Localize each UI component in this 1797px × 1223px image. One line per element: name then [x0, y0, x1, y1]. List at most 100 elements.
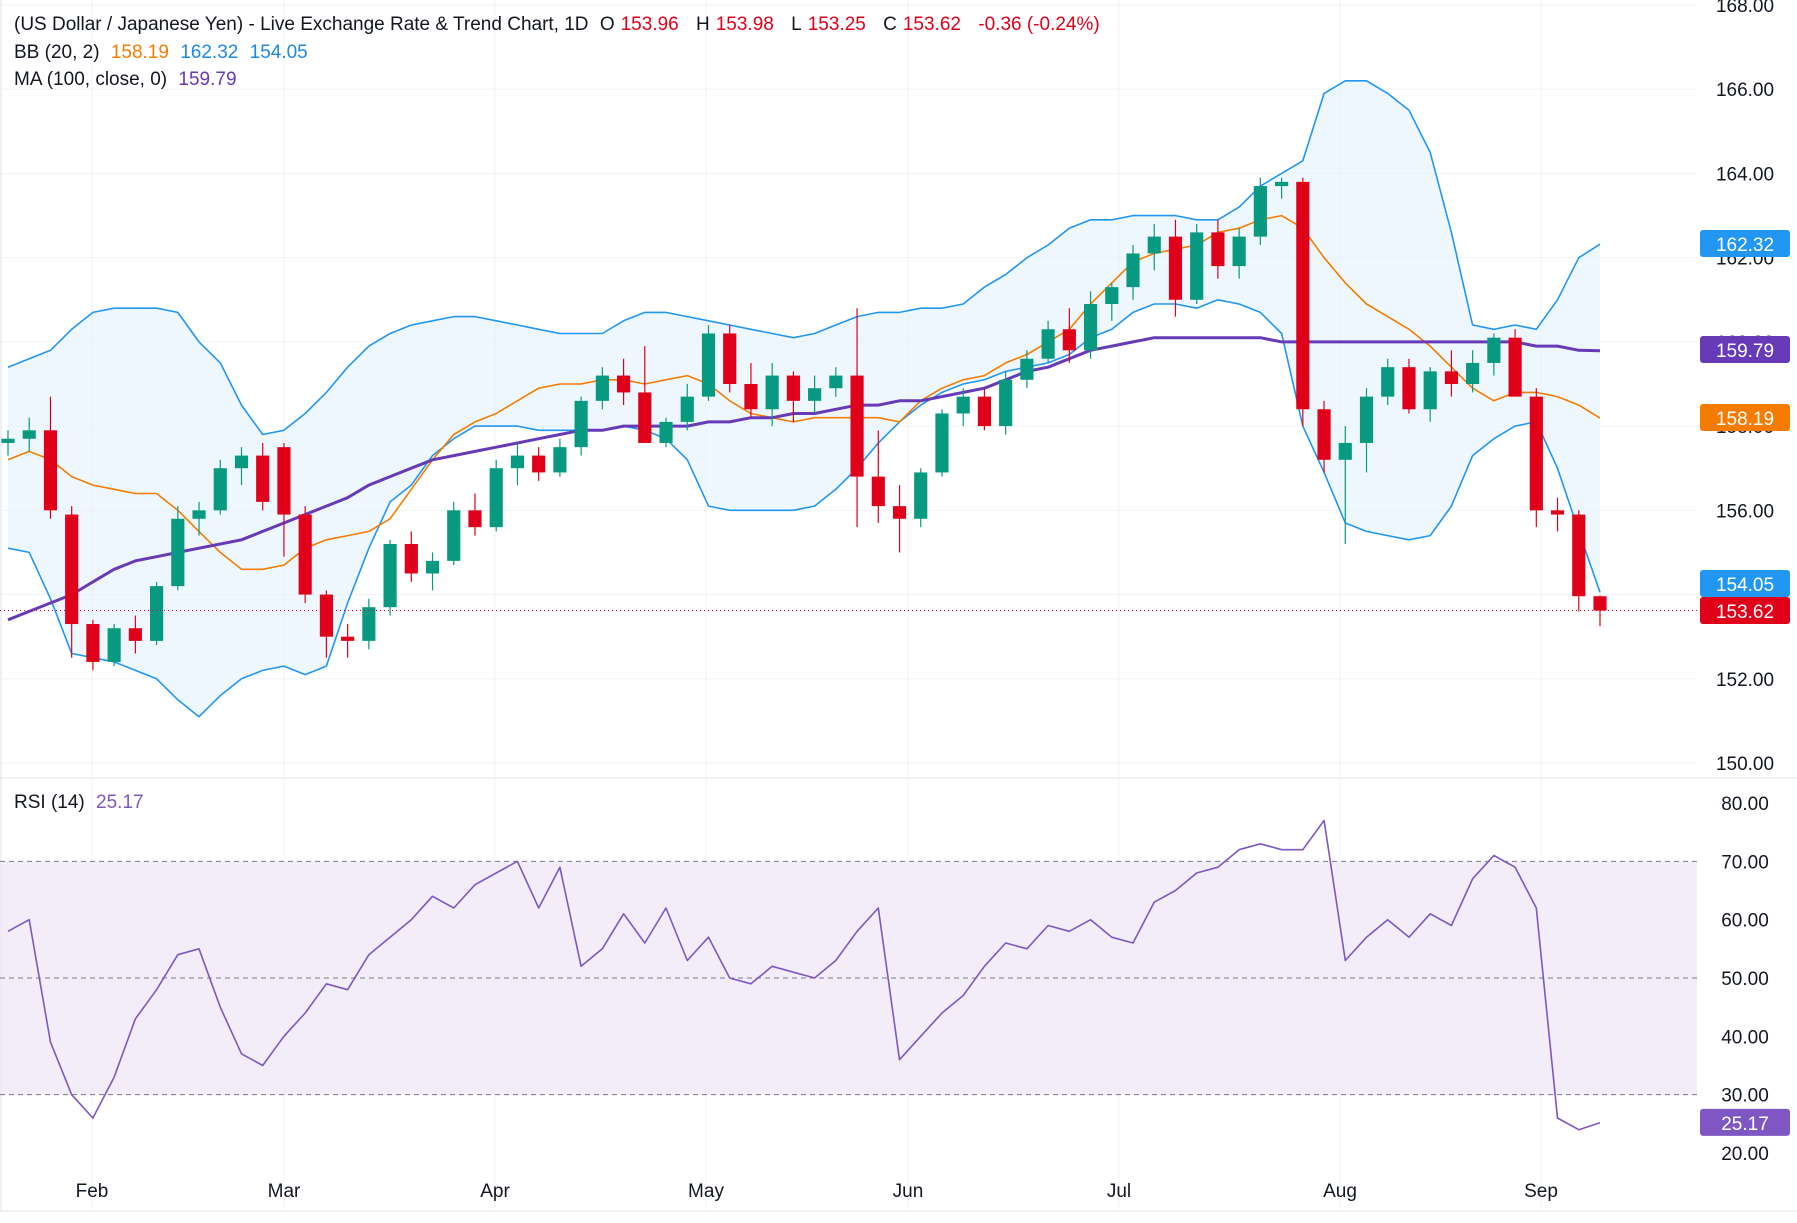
candle-body	[1593, 596, 1607, 611]
candle-body	[319, 594, 333, 637]
candle	[1423, 367, 1437, 422]
rsi-tick-label: 50.00	[1721, 969, 1769, 990]
candle-body	[447, 510, 461, 561]
candle	[319, 590, 333, 658]
candle-body	[744, 384, 758, 410]
candle-body	[892, 506, 907, 519]
candle	[1147, 223, 1161, 271]
bb-basis-value: 158.19	[110, 42, 169, 63]
rsi-label: RSI (14)	[14, 792, 85, 813]
rsi-badge	[1700, 1108, 1790, 1136]
time-tick-label: May	[688, 1181, 724, 1202]
candle	[128, 615, 142, 654]
candle-body	[128, 628, 142, 641]
price-badge	[1700, 336, 1790, 363]
candle-body	[1062, 329, 1076, 351]
rsi-legend[interactable]: RSI (14) 25.17	[14, 792, 150, 814]
rsi-value: 25.17	[96, 792, 144, 813]
rsi-axis[interactable]: 20.00 30.00 40.00 50.00 60.00 70.00 80.00	[1721, 794, 1769, 1165]
bb-legend[interactable]: BB (20, 2) 158.19 162.32 154.05	[14, 42, 314, 64]
candle	[1359, 388, 1374, 473]
candle	[489, 459, 503, 532]
candle	[1317, 400, 1331, 473]
candle	[425, 552, 440, 591]
candle	[1253, 177, 1267, 246]
candle	[1126, 245, 1140, 300]
rsi-badge-label: 25.17	[1721, 1114, 1769, 1135]
candle	[808, 375, 822, 414]
candle	[1572, 510, 1586, 612]
candle-body	[107, 628, 121, 662]
price-tick-label: 168.00	[1716, 0, 1774, 17]
candle-body	[1168, 236, 1183, 300]
candle	[680, 384, 694, 431]
candle	[956, 388, 970, 427]
candle	[935, 409, 949, 477]
candle-body	[935, 413, 949, 473]
ma-100-line	[7, 336, 1601, 622]
candle-body	[298, 514, 312, 595]
candle	[1232, 228, 1246, 279]
candle-body	[977, 396, 992, 427]
candle	[383, 539, 397, 616]
time-tick-label: Mar	[268, 1181, 301, 1202]
candle-body	[213, 468, 227, 511]
ma-legend[interactable]: MA (100, close, 0) 159.79	[14, 69, 243, 91]
rsi-tick-label: 80.00	[1721, 794, 1769, 815]
price-badge	[1700, 597, 1790, 624]
candle-body	[1529, 396, 1543, 511]
candle-body	[786, 375, 800, 401]
price-pane[interactable]	[0, 80, 1697, 718]
candle	[43, 396, 58, 519]
candle-body	[1423, 371, 1437, 410]
price-axis[interactable]: 150.00152.00154.00156.00158.00160.00162.…	[1716, 0, 1774, 775]
candle-body	[468, 510, 482, 528]
candle	[1508, 329, 1522, 397]
candle	[850, 308, 864, 528]
time-tick-label: Jun	[893, 1181, 924, 1202]
candle-body	[43, 430, 58, 511]
time-tick-label: Sep	[1524, 1181, 1558, 1202]
candle-body	[1550, 510, 1565, 515]
candle-body	[574, 400, 588, 448]
candle-body	[22, 430, 36, 439]
candle-body	[871, 476, 885, 507]
candle-body	[1466, 362, 1480, 384]
candle	[277, 442, 291, 557]
candle-body	[383, 544, 397, 608]
candle	[107, 624, 121, 667]
time-axis[interactable]: Feb Mar Apr May Jun Jul Aug Sep	[76, 1181, 1558, 1202]
candle-body	[1444, 371, 1458, 384]
candle-body	[616, 375, 631, 393]
price-badge-label: 158.19	[1716, 409, 1774, 430]
candle	[723, 325, 737, 393]
candle	[1105, 282, 1119, 321]
time-tick-label: Feb	[76, 1181, 109, 1202]
candle-body	[808, 388, 822, 401]
time-tick-label: Apr	[480, 1181, 510, 1202]
candle	[659, 417, 673, 448]
candle-body	[680, 396, 694, 422]
candle	[1062, 308, 1076, 363]
candle	[1444, 350, 1458, 397]
rsi-tick-label: 30.00	[1721, 1086, 1769, 1107]
candle-body	[1, 438, 15, 443]
candle	[404, 531, 418, 582]
price-badge-label: 162.32	[1716, 235, 1774, 256]
candle	[1338, 426, 1352, 545]
candle-body	[489, 468, 503, 528]
rsi-tick-label: 20.00	[1721, 1144, 1769, 1165]
bb-lower-line	[7, 299, 1601, 718]
candle	[744, 362, 758, 418]
close-value: 153.62	[902, 14, 961, 35]
rsi-pane[interactable]	[0, 819, 1697, 1131]
candle-body	[65, 514, 79, 625]
candle	[256, 442, 270, 511]
candle	[553, 438, 567, 477]
ma-value: 159.79	[178, 69, 237, 90]
candle-body	[1105, 287, 1119, 304]
low-value: 153.25	[807, 14, 866, 35]
candle-body	[1190, 232, 1204, 300]
price-badge-label: 154.05	[1716, 575, 1774, 596]
